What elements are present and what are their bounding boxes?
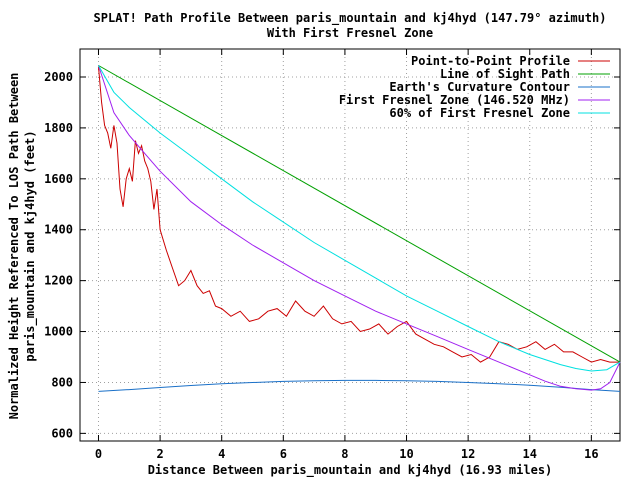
legend-label: Line of Sight Path xyxy=(440,67,570,81)
y-tick-label: 1600 xyxy=(44,172,73,186)
y-axis-label-line2: paris_mountain and kj4hyd (feet) xyxy=(23,130,38,361)
series-layer xyxy=(98,65,621,392)
grid xyxy=(80,49,620,441)
legend-label: 60% of First Fresnel Zone xyxy=(389,106,570,120)
legend-label: Point-to-Point Profile xyxy=(411,54,570,68)
series-line-line-of-sight-path xyxy=(98,65,621,363)
y-tick-label: 1000 xyxy=(44,325,73,339)
x-tick-label: 12 xyxy=(461,447,475,461)
y-tick-label: 1200 xyxy=(44,274,73,288)
series-line-60-of-first-fresnel-zone xyxy=(98,65,621,372)
y-tick-label: 600 xyxy=(51,426,73,440)
y-axis-label-line1: Normalized Height Referenced To LOS Path… xyxy=(7,73,21,420)
y-tick-label: 2000 xyxy=(44,70,73,84)
x-tick-label: 16 xyxy=(584,447,598,461)
x-axis: 0 2 4 6 8 10 12 14 16 xyxy=(95,49,599,461)
legend-label: First Fresnel Zone (146.520 MHz) xyxy=(339,93,570,107)
x-tick-label: 14 xyxy=(523,447,537,461)
x-axis-label: Distance Between paris_mountain and kj4h… xyxy=(148,463,553,478)
series-line-earth-s-curvature-contour xyxy=(98,379,621,392)
x-tick-label: 2 xyxy=(156,447,163,461)
x-tick-label: 8 xyxy=(341,447,348,461)
x-tick-label: 10 xyxy=(399,447,413,461)
x-tick-label: 6 xyxy=(280,447,287,461)
y-tick-label: 1400 xyxy=(44,223,73,237)
plot-frame xyxy=(79,48,621,442)
series-line-first-fresnel-zone-146-520-mhz xyxy=(98,65,621,391)
x-tick-label: 0 xyxy=(95,447,102,461)
y-axis: 600 800 1000 1200 1400 1600 1800 2000 xyxy=(44,70,620,440)
chart-title: SPLAT! Path Profile Between paris_mounta… xyxy=(94,11,607,26)
legend-label: Earth's Curvature Contour xyxy=(389,80,570,94)
chart-subtitle: With First Fresnel Zone xyxy=(267,26,433,40)
x-tick-label: 4 xyxy=(218,447,225,461)
y-tick-label: 1800 xyxy=(44,121,73,135)
y-tick-label: 800 xyxy=(51,375,73,389)
